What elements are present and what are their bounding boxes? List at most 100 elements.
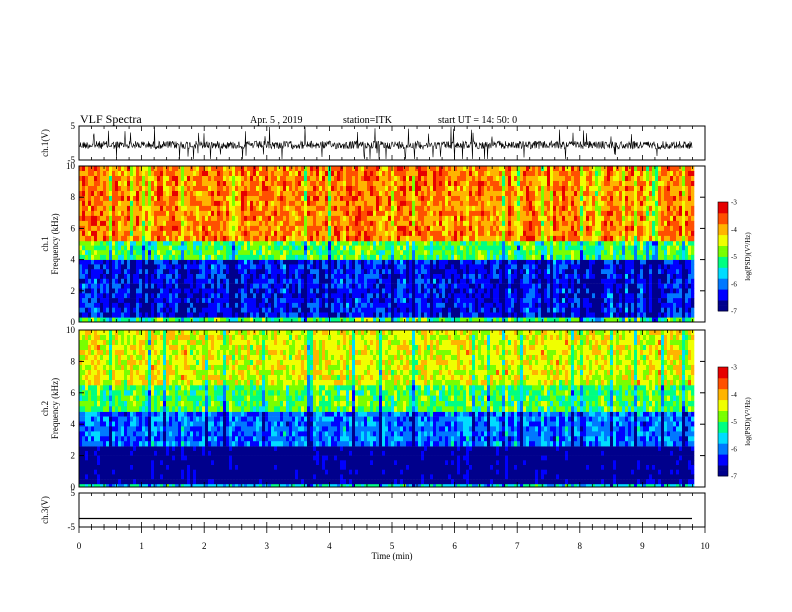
- ch1-spectrogram-cell: [298, 200, 302, 207]
- ch1-spectrogram-cell: [274, 191, 278, 197]
- ch1-spectrogram-cell: [418, 191, 422, 197]
- ch1-spectrogram-cell: [403, 186, 407, 192]
- ch1-spectrogram-cell: [475, 205, 479, 212]
- ch1-spectrogram-cell: [241, 288, 245, 294]
- ch1-spectrogram-cell: [277, 240, 281, 246]
- ch1-spectrogram-cell: [487, 259, 491, 265]
- ch1-spectrogram-cell: [142, 245, 146, 251]
- ch1-spectrogram-cell: [292, 210, 296, 217]
- ch1-spectrogram-cell: [82, 278, 86, 284]
- ch1-spectrogram-cell: [367, 210, 371, 217]
- ch1-spectrogram-cell: [433, 186, 437, 192]
- ch1-spectrogram-cell: [337, 269, 341, 275]
- ch1-spectrogram-cell: [88, 186, 92, 192]
- ch1-spectrogram-cell: [133, 298, 137, 304]
- ch1-spectrogram-cell: [448, 302, 452, 308]
- ch1-spectrogram-cell: [517, 269, 521, 275]
- ch1-spectrogram-cell: [475, 181, 479, 187]
- ch1-spectrogram-cell: [328, 225, 332, 232]
- ch1-spectrogram-cell: [232, 171, 236, 177]
- ch1-spectrogram-cell: [157, 317, 161, 323]
- ch1-spectrogram-cell: [352, 274, 356, 280]
- ch1-spectrogram-cell: [382, 171, 386, 177]
- ch1-spectrogram-cell: [169, 302, 173, 308]
- ch1-spectrogram-cell: [469, 200, 473, 207]
- ch1-spectrogram-cell: [394, 166, 398, 172]
- ch1-spectrogram-cell: [301, 317, 305, 323]
- ch1-spectrogram-cell: [334, 274, 338, 280]
- ch1-spectrogram-cell: [334, 225, 338, 232]
- ch1-spectrogram-cell: [223, 166, 227, 172]
- ch1-spectrogram-cell: [298, 312, 302, 318]
- ch1-spectrogram-cell: [223, 288, 227, 294]
- ch1-spectrogram-cell: [397, 181, 401, 187]
- ch1-spectrogram-cell: [385, 235, 389, 242]
- ch1-spectrogram-cell: [364, 298, 368, 304]
- ch1-spectrogram-cell: [514, 166, 518, 172]
- ch1-spectrogram-cell: [391, 312, 395, 318]
- ch1-spectrogram-cell: [358, 225, 362, 232]
- ch1-spectrogram-cell: [214, 278, 218, 284]
- ch1-spectrogram-cell: [505, 215, 509, 222]
- ch1-spectrogram-cell: [397, 283, 401, 289]
- ch1-spectrogram-cell: [97, 245, 101, 251]
- ch1-spectrogram-cell: [328, 298, 332, 304]
- ch1-spectrogram-cell: [460, 205, 464, 212]
- ch1-spectrogram-cell: [469, 210, 473, 217]
- ch1-spectrogram-cell: [271, 176, 275, 182]
- ch1-spectrogram-cell: [433, 278, 437, 284]
- ch1-spectrogram-cell: [166, 210, 170, 217]
- ch1-spectrogram-cell: [109, 196, 113, 202]
- ch1-spectrogram-cell: [325, 171, 329, 177]
- ch1-spectrogram-cell: [166, 191, 170, 197]
- ch1-spectrogram-cell: [493, 298, 497, 304]
- ch1-spectrogram-cell: [313, 250, 317, 256]
- ch1-spectrogram-cell: [115, 269, 119, 275]
- ch1-spectrogram-cell: [508, 240, 512, 246]
- ch1-spectrogram-cell: [133, 278, 137, 284]
- ch1-spectrogram-cell: [454, 196, 458, 202]
- ch1-spectrogram-cell: [367, 181, 371, 187]
- ch1-spectrogram-cell: [220, 302, 224, 308]
- ch1-spectrogram-cell: [439, 200, 443, 207]
- ch1-spectrogram-cell: [154, 200, 158, 207]
- ch1-spectrogram-cell: [496, 176, 500, 182]
- ch1-spectrogram-cell: [232, 196, 236, 202]
- ch1-spectrogram-cell: [400, 181, 404, 187]
- ch1-spectrogram-cell: [379, 288, 383, 294]
- ch1-spectrogram-cell: [433, 235, 437, 242]
- ch1-spectrogram-cell: [304, 317, 308, 323]
- ch1-spectrogram-cell: [460, 302, 464, 308]
- ch1-spectrogram-cell: [235, 259, 239, 265]
- ch1-spectrogram-cell: [502, 278, 506, 284]
- ch1-spectrogram-cell: [304, 171, 308, 177]
- ch1-spectrogram-cell: [301, 288, 305, 294]
- ch1-spectrogram-cell: [217, 230, 221, 237]
- ch1-spectrogram-cell: [319, 240, 323, 246]
- ch1-spectrogram-cell: [388, 210, 392, 217]
- ch1-spectrogram-cell: [232, 302, 236, 308]
- ch1-spectrogram-cell: [229, 240, 233, 246]
- ch1-spectrogram-cell: [184, 274, 188, 280]
- ch1-spectrogram-cell: [94, 215, 98, 222]
- ch1-spectrogram-cell: [196, 298, 200, 304]
- ch1-spectrogram-cell: [154, 293, 158, 299]
- ch1-spectrogram-cell: [265, 171, 269, 177]
- ch1-spectrogram-cell: [124, 176, 128, 182]
- ch1-spectrogram-cell: [343, 205, 347, 212]
- ch1-spectrogram-cell: [295, 264, 299, 270]
- ch1-spectrogram-cell: [457, 176, 461, 182]
- ch1-spectrogram-cell: [397, 191, 401, 197]
- ch1-spectrogram-cell: [277, 225, 281, 232]
- ch1-spectrogram-cell: [94, 240, 98, 246]
- ch1-spectrogram-cell: [460, 288, 464, 294]
- ch1-spectrogram-cell: [403, 293, 407, 299]
- ch1-spectrogram-cell: [508, 250, 512, 256]
- ch1-spectrogram-cell: [238, 171, 242, 177]
- ch1-spectrogram-cell: [124, 302, 128, 308]
- ch1-spectrogram-cell: [208, 302, 212, 308]
- ch1-spectrogram-cell: [79, 245, 83, 251]
- ch1-spectrogram-cell: [208, 215, 212, 222]
- ch1-spectrogram-cell: [364, 205, 368, 212]
- ch1-spectrogram-cell: [277, 302, 281, 308]
